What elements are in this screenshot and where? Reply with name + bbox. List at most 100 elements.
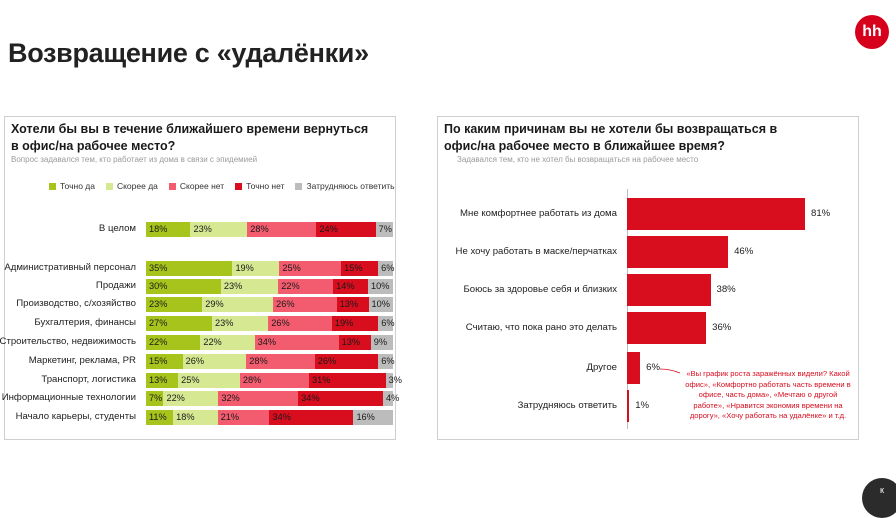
- left-chart-title: Хотели бы вы в течение ближайшего времен…: [11, 121, 368, 155]
- bar-segment: 26%: [182, 354, 247, 369]
- page-title: Возвращение с «удалёнки»: [8, 38, 369, 68]
- bar-segment: 23%: [146, 297, 203, 312]
- bar-segment: 4%: [382, 391, 399, 406]
- legend-item-2: Скорее нет: [168, 181, 225, 191]
- bar-segment: 23%: [212, 316, 269, 331]
- row-label: Производство, с/хозяйство: [16, 298, 136, 309]
- right-chart-title-line1: По каким причинам вы не хотели бы возвра…: [444, 122, 778, 136]
- bar-segment: 18%: [173, 410, 218, 425]
- row-label: Маркетинг, реклама, PR: [28, 355, 136, 366]
- bar-segment: 35%: [146, 261, 233, 276]
- legend-label: Скорее да: [116, 181, 158, 191]
- bar-segment: 22%: [163, 391, 219, 406]
- bar-segment: 18%: [146, 222, 191, 237]
- reason-bar: [627, 390, 630, 422]
- bar-segment: 34%: [298, 391, 383, 406]
- stacked-bar: 35% 19% 25% 15% 6%: [146, 261, 394, 276]
- bar-segment: 25%: [279, 261, 342, 276]
- bar-segment: 24%: [316, 222, 376, 237]
- reason-label: Затрудняюсь ответить: [517, 400, 617, 411]
- legend-item-1: Скорее да: [105, 181, 158, 191]
- stacked-bar: 27% 23% 26% 19% 6%: [146, 316, 395, 331]
- bar-segment: 23%: [220, 279, 279, 294]
- annotation-connector: [659, 368, 681, 374]
- reason-value: 6%: [646, 362, 661, 373]
- bar-segment: 13%: [338, 335, 371, 350]
- bar-segment: 22%: [200, 335, 255, 350]
- legend-swatch: [235, 183, 243, 190]
- bar-segment: 3%: [385, 373, 402, 388]
- right-chart-axis: [627, 189, 628, 429]
- left-chart-title-line2: в офис/на рабочее место?: [11, 139, 176, 153]
- stacked-bar: 7% 22% 32% 34% 4%: [146, 391, 399, 406]
- legend-item-4: Затрудняюсь ответить: [295, 181, 395, 191]
- bar-segment: 27%: [146, 316, 213, 331]
- stacked-bar: 23% 29% 26% 13% 10%: [146, 297, 393, 312]
- reason-bar: [627, 352, 641, 384]
- bar-segment: 34%: [254, 335, 339, 350]
- bar-segment: 28%: [246, 354, 315, 369]
- left-chart-subtitle: Вопрос задавался тем, кто работает из до…: [11, 155, 258, 164]
- stacked-bar-chart-panel: Хотели бы вы в течение ближайшего времен…: [0, 116, 402, 440]
- left-chart-legend: Точно да Скорее да Скорее нет Точно нет Затр…: [49, 181, 406, 191]
- row-label: Бухгалтерия, финансы: [34, 317, 136, 328]
- reason-label: Боюсь за здоровье себя и близких: [463, 284, 617, 295]
- bar-segment: 25%: [178, 373, 240, 388]
- legend-item-0: Точно да: [49, 181, 95, 191]
- legend-item-3: Точно нет: [235, 181, 284, 191]
- bar-segment: 21%: [217, 410, 270, 425]
- bar-segment: 6%: [378, 316, 395, 331]
- stacked-bar: 18% 23% 28% 24% 7%: [146, 222, 393, 237]
- reasons-bar-chart-panel: По каким причинам вы не хотели бы возвра…: [437, 116, 859, 440]
- legend-label: Затрудняюсь ответить: [306, 181, 395, 191]
- bar-segment: 14%: [333, 279, 369, 294]
- row-label: Административный персонал: [4, 262, 136, 273]
- reason-label: Другое: [586, 362, 617, 373]
- reason-label: Мне комфортнее работать из дома: [460, 208, 617, 219]
- bar-segment: 9%: [370, 335, 393, 350]
- legend-label: Точно нет: [246, 181, 285, 191]
- bar-segment: 23%: [190, 222, 248, 237]
- reason-value: 81%: [811, 208, 831, 219]
- reason-bar: [627, 198, 805, 230]
- row-label: Строительство, недвижимость: [0, 336, 136, 347]
- legend-swatch: [295, 183, 303, 190]
- row-label: Начало карьеры, студенты: [15, 411, 136, 422]
- bar-segment: 10%: [368, 279, 393, 294]
- legend-label: Точно да: [60, 181, 95, 191]
- bar-segment: 26%: [314, 354, 379, 369]
- bar-segment: 29%: [202, 297, 274, 312]
- bar-segment: 7%: [375, 222, 393, 237]
- legend-swatch: [168, 183, 176, 190]
- right-chart-title-line2: офис/на рабочее место в ближайшее время?: [444, 139, 725, 153]
- bar-segment: 13%: [146, 373, 179, 388]
- bar-segment: 26%: [268, 316, 332, 331]
- bar-segment: 7%: [146, 391, 164, 406]
- reason-value: 46%: [734, 246, 754, 257]
- row-label: В целом: [98, 223, 136, 234]
- bar-segment: 34%: [269, 410, 354, 425]
- reason-label: Не хочу работать в маске/перчатках: [455, 246, 617, 257]
- bar-segment: 30%: [146, 279, 221, 294]
- bar-segment: 26%: [273, 297, 337, 312]
- other-answers-annotation: «Вы график роста заражённых видели? Како…: [685, 369, 851, 420]
- hh-logo[interactable]: hh: [855, 15, 889, 49]
- bar-segment: 15%: [146, 354, 183, 369]
- legend-swatch: [105, 183, 113, 190]
- stacked-bar: 15% 26% 28% 26% 6%: [146, 354, 395, 369]
- bar-segment: 11%: [146, 410, 174, 425]
- stacked-bar: 30% 23% 22% 14% 10%: [146, 279, 393, 294]
- bar-segment: 10%: [368, 297, 393, 312]
- reason-bar: [627, 274, 711, 306]
- bar-segment: 22%: [278, 279, 334, 294]
- bar-segment: 16%: [353, 410, 393, 425]
- corner-badge[interactable]: к: [862, 478, 896, 518]
- stacked-bar: 22% 22% 34% 13% 9%: [146, 335, 393, 350]
- reason-bar: [627, 236, 729, 268]
- bar-segment: 28%: [239, 373, 310, 388]
- bar-segment: 28%: [247, 222, 317, 237]
- legend-label: Скорее нет: [179, 181, 225, 191]
- reason-bar: [627, 312, 707, 344]
- bar-segment: 6%: [378, 354, 395, 369]
- bar-segment: 15%: [341, 261, 379, 276]
